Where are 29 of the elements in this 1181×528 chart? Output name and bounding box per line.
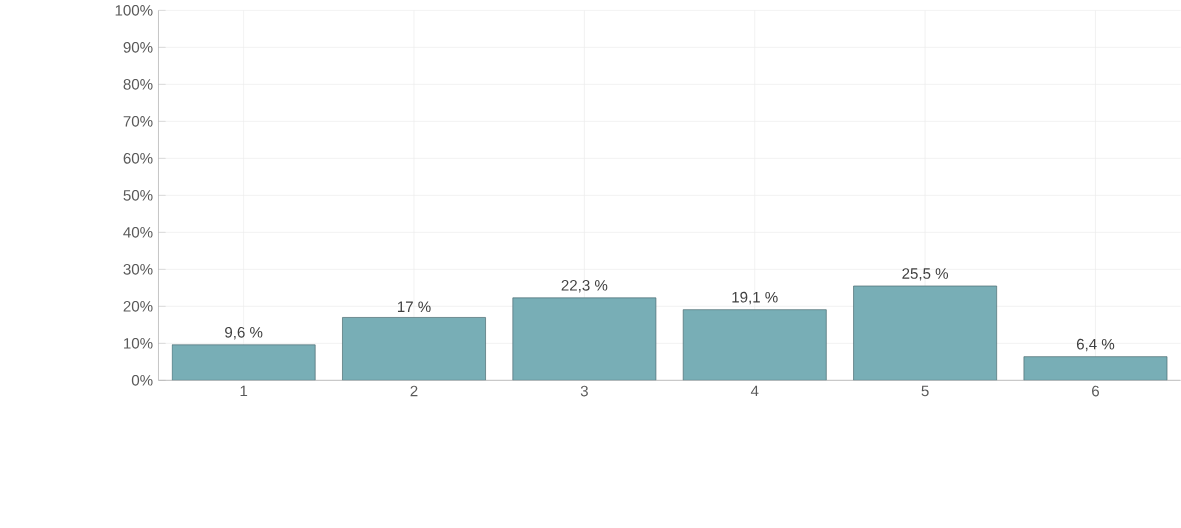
y-tick-label: 20% [123, 300, 153, 312]
y-tick-label: 30% [123, 263, 153, 275]
x-tick-label: 2 [410, 385, 418, 397]
bar [171, 344, 316, 381]
data-label: 6,4 % [1076, 338, 1115, 352]
x-tick-label: 1 [240, 385, 248, 396]
y-tick-label: 100% [115, 4, 153, 16]
x-tick-label: 4 [750, 385, 759, 396]
data-label: 17 % [397, 301, 431, 312]
data-label: 22,3 % [561, 279, 608, 293]
y-tick-label: 70% [123, 115, 153, 127]
bar [512, 297, 657, 381]
x-tick-label: 3 [580, 385, 588, 397]
y-tick-label: 90% [123, 41, 153, 53]
data-label: 25,5 % [902, 268, 949, 281]
data-label: 19,1 % [732, 291, 778, 305]
x-tick-label: 6 [1092, 385, 1100, 397]
data-label: 9,6 % [225, 326, 263, 340]
y-tick-label: 40% [123, 226, 153, 238]
y-tick-label: 50% [123, 189, 153, 201]
x-tick-label: 5 [921, 385, 929, 397]
bar [1023, 356, 1168, 381]
bar [682, 309, 827, 381]
y-tick-label: 80% [123, 78, 153, 90]
y-tick-label: 60% [123, 152, 153, 164]
bar [853, 285, 997, 381]
y-tick-label: 10% [124, 337, 153, 349]
y-tick-label: 0% [131, 374, 153, 386]
bar [342, 316, 486, 381]
